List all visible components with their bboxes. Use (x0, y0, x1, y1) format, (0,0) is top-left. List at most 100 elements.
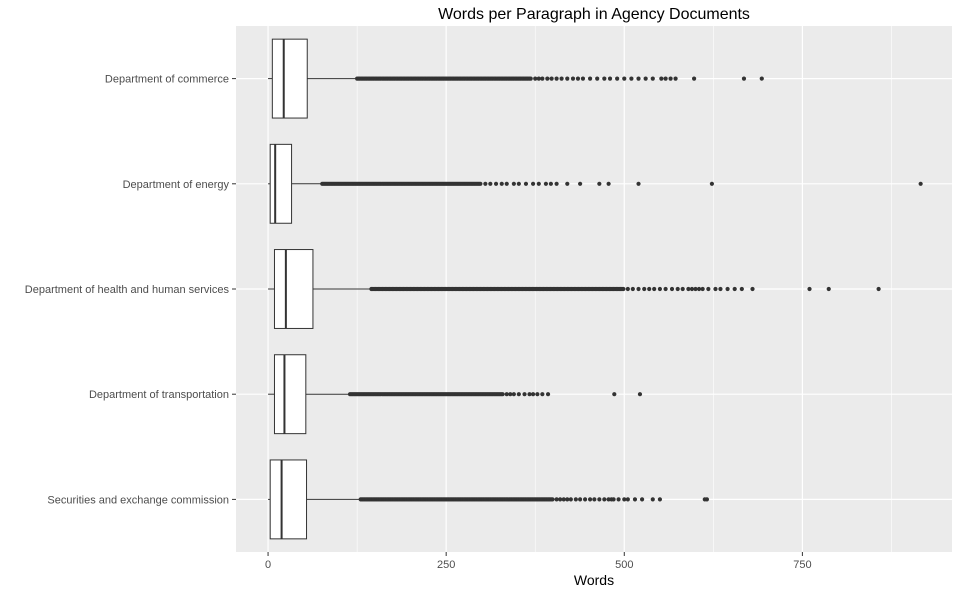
outlier-point (650, 76, 655, 81)
outlier-point (504, 392, 509, 397)
outlier-point (668, 76, 673, 81)
outlier-point (533, 76, 538, 81)
outlier-point (549, 76, 554, 81)
outlier-point (565, 497, 570, 502)
outlier-point (540, 392, 545, 397)
outlier-point (686, 286, 691, 292)
outlier-point (612, 392, 617, 397)
outlier-point (652, 286, 657, 292)
outlier-point (709, 181, 715, 186)
outlier-point (693, 286, 698, 292)
outlier-point (918, 181, 923, 186)
outlier-point (580, 76, 586, 81)
outlier-point (689, 286, 695, 292)
iqr-box (271, 38, 308, 119)
outlier-point (578, 181, 583, 186)
dense-outliers (355, 76, 533, 81)
outlier-point (550, 497, 555, 502)
x-tick-label: 0 (265, 559, 271, 571)
box-series (268, 38, 923, 540)
outlier-point (629, 76, 634, 81)
y-tick-label: Department of energy (123, 179, 230, 191)
y-axis: Securities and exchange commission Depart… (25, 74, 236, 506)
outlier-point (545, 76, 550, 81)
y-tick-label: Department of health and human services (25, 284, 230, 296)
boxplot-department-of-commerce (268, 38, 764, 119)
outlier-point (578, 497, 583, 502)
x-tick-label: 750 (793, 559, 811, 571)
outlier-point (528, 76, 533, 81)
dense-outliers (358, 497, 555, 502)
outlier-point (511, 392, 516, 397)
outlier-point (535, 392, 540, 397)
outlier-point (704, 497, 710, 502)
outlier-point (536, 181, 541, 186)
outlier-point (637, 392, 643, 397)
outlier-point (696, 286, 702, 292)
x-tick-label: 250 (437, 559, 455, 571)
y-tick-label: Securities and exchange commission (47, 494, 229, 506)
outlier-point (597, 181, 602, 186)
outlier-point (741, 76, 747, 81)
outlier-point (530, 392, 536, 397)
outlier-point (483, 181, 488, 186)
boxplot-department-of-health-and-human-services (268, 249, 881, 329)
outlier-point (478, 181, 483, 186)
outlier-point (575, 76, 581, 81)
outlier-point (523, 181, 529, 186)
outlier-point (504, 181, 509, 186)
outlier-point (488, 181, 493, 186)
chart-title: Words per Paragraph in Agency Documents (438, 6, 750, 23)
outlier-point (607, 76, 613, 81)
outlier-point (636, 76, 641, 81)
outlier-point (540, 76, 545, 81)
outlier-point (595, 76, 600, 81)
iqr-box (273, 249, 314, 329)
outlier-point (732, 286, 737, 292)
outlier-point (622, 497, 627, 502)
outlier-point (606, 181, 611, 186)
iqr-box (269, 459, 308, 540)
outlier-point (500, 392, 505, 397)
outlier-point (750, 286, 755, 292)
outlier-point (536, 76, 541, 81)
outlier-point (700, 286, 705, 292)
dense-outliers (347, 392, 505, 397)
outlier-point (543, 181, 549, 186)
outlier-point (675, 286, 680, 292)
outlier-point (657, 286, 663, 292)
outlier-point (632, 497, 638, 502)
outlier-point (739, 286, 744, 292)
outlier-point (616, 497, 621, 502)
outlier-point (691, 76, 697, 81)
outlier-point (561, 497, 566, 502)
outlier-point (548, 181, 553, 186)
x-axis-title: Words (574, 572, 614, 588)
outlier-point (657, 497, 663, 502)
outlier-point (570, 76, 576, 81)
outlier-point (876, 286, 881, 292)
outlier-point (565, 181, 570, 186)
outlier-point (554, 497, 559, 502)
outlier-point (568, 497, 573, 502)
outlier-point (625, 286, 630, 292)
outlier-point (725, 286, 730, 292)
x-axis: 0 250 500 750 (265, 552, 812, 571)
outlier-point (582, 497, 588, 502)
outlier-point (650, 497, 655, 502)
boxplot-securities-and-exchange-commission (268, 459, 710, 540)
outlier-point (663, 76, 668, 81)
outlier-point (511, 181, 516, 186)
y-tick-label: Department of transportation (89, 389, 229, 401)
outlier-point (493, 181, 499, 186)
outlier-point (659, 76, 664, 81)
outlier-point (597, 497, 602, 502)
outlier-point (554, 76, 559, 81)
outlier-point (826, 286, 831, 292)
outlier-point (673, 76, 678, 81)
outlier-point (642, 286, 647, 292)
outlier-point (602, 497, 607, 502)
outlier-point (545, 392, 551, 397)
outlier-point (527, 392, 532, 397)
